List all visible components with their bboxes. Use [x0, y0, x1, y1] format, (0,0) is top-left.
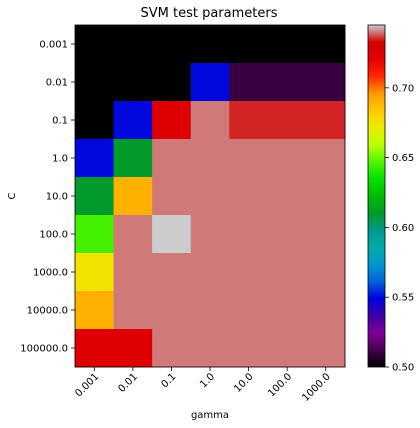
heatmap-cell [152, 101, 192, 140]
heatmap-cells [75, 25, 346, 368]
chart-title: SVM test parameters [141, 6, 278, 21]
heatmap-cell [267, 291, 307, 330]
heatmap-cell [113, 253, 153, 292]
heatmap-cell [229, 63, 269, 102]
y-tick-label: 1000.0 [33, 268, 68, 279]
heatmap-cell [229, 215, 269, 254]
colorbar-tick-label: 0.65 [392, 153, 414, 164]
heatmap-cell [306, 253, 346, 292]
y-axis-ticks: 0.001 0.01 0.1 1.0 10.0 100.0 1000.0 10000.0 100… [20, 40, 75, 355]
heatmap-cell [267, 329, 307, 368]
x-tick-label: 1.0 [198, 371, 217, 390]
y-tick-label: 100.0 [39, 230, 68, 241]
heatmap-cell [152, 139, 192, 178]
heatmap-cell [306, 63, 346, 102]
heatmap-cell [190, 25, 230, 64]
x-tick-label: 10.0 [232, 371, 256, 395]
heatmap-cell [267, 139, 307, 178]
heatmap-cell [190, 291, 230, 330]
heatmap-cell [152, 25, 192, 64]
y-tick-label: 1.0 [52, 154, 68, 165]
heatmap-cell [152, 329, 192, 368]
heatmap-cell [113, 25, 153, 64]
heatmap-cell [75, 215, 114, 254]
heatmap-cell [75, 101, 114, 140]
heatmap-cell [306, 215, 346, 254]
y-tick-label: 0.001 [39, 40, 68, 51]
heatmap-cell [113, 215, 153, 254]
heatmap-cell [306, 101, 346, 140]
colorbar-tick-label: 0.55 [392, 293, 414, 304]
heatmap-cell [113, 101, 153, 140]
x-tick-label: 0.1 [160, 371, 179, 390]
y-tick-label: 100000.0 [20, 344, 68, 355]
x-axis-label: gamma [191, 410, 229, 421]
heatmap-cell [190, 177, 230, 216]
heatmap-cell [152, 291, 192, 330]
colorbar-tick-label: 0.50 [392, 363, 414, 374]
heatmap-cell [113, 177, 153, 216]
y-tick-label: 0.01 [46, 78, 68, 89]
heatmap-cell [229, 253, 269, 292]
x-tick-label: 1000.0 [300, 371, 333, 404]
heatmap-cell [267, 101, 307, 140]
heatmap-cell [113, 291, 153, 330]
heatmap-cell [306, 291, 346, 330]
y-tick-label: 0.1 [52, 116, 68, 127]
heatmap-cell [190, 215, 230, 254]
heatmap-cell [75, 63, 114, 102]
x-axis-ticks: 0.001 0.01 0.1 1.0 10.0 100.0 1000.0 [73, 367, 333, 404]
heatmap-cell [113, 329, 153, 368]
heatmap-cell [190, 63, 230, 102]
heatmap-cell [190, 101, 230, 140]
heatmap-cell [190, 139, 230, 178]
heatmap-cell [75, 253, 114, 292]
heatmap-cell [113, 139, 153, 178]
heatmap-cell [267, 63, 307, 102]
y-axis-label: C [7, 192, 18, 199]
x-tick-label: 100.0 [266, 371, 294, 399]
heatmap-cell [75, 177, 114, 216]
heatmap-cell [75, 25, 114, 64]
heatmap-cell [113, 63, 153, 102]
heatmap-cell [229, 25, 269, 64]
heatmap-cell [267, 177, 307, 216]
heatmap-cell [229, 139, 269, 178]
heatmap-cell [306, 329, 346, 368]
heatmap-cell [229, 177, 269, 216]
heatmap-cell [152, 253, 192, 292]
heatmap-cell [306, 25, 346, 64]
heatmap-cell [152, 177, 192, 216]
colorbar [367, 24, 386, 368]
heatmap-cell [267, 25, 307, 64]
heatmap-cell [306, 139, 346, 178]
y-tick-label: 10.0 [46, 192, 68, 203]
heatmap-cell [75, 139, 114, 178]
heatmap-cell [190, 329, 230, 368]
heatmap-cell [306, 177, 346, 216]
heatmap-cell [75, 291, 114, 330]
heatmap-cell [75, 329, 114, 368]
heatmap-cell [267, 215, 307, 254]
heatmap-cell [229, 329, 269, 368]
heatmap-cell [152, 215, 192, 254]
x-tick-label: 0.001 [73, 371, 101, 399]
heatmap-cell [229, 101, 269, 140]
colorbar-tick-label: 0.60 [392, 223, 414, 234]
heatmap-cell [152, 63, 192, 102]
y-tick-label: 10000.0 [27, 306, 68, 317]
heatmap-cell [229, 291, 269, 330]
x-tick-label: 0.01 [116, 371, 140, 395]
heatmap-cell [267, 253, 307, 292]
heatmap-cell [190, 253, 230, 292]
colorbar-ticks: 0.50 0.55 0.60 0.65 0.70 [385, 83, 414, 374]
colorbar-tick-label: 0.70 [392, 83, 414, 94]
